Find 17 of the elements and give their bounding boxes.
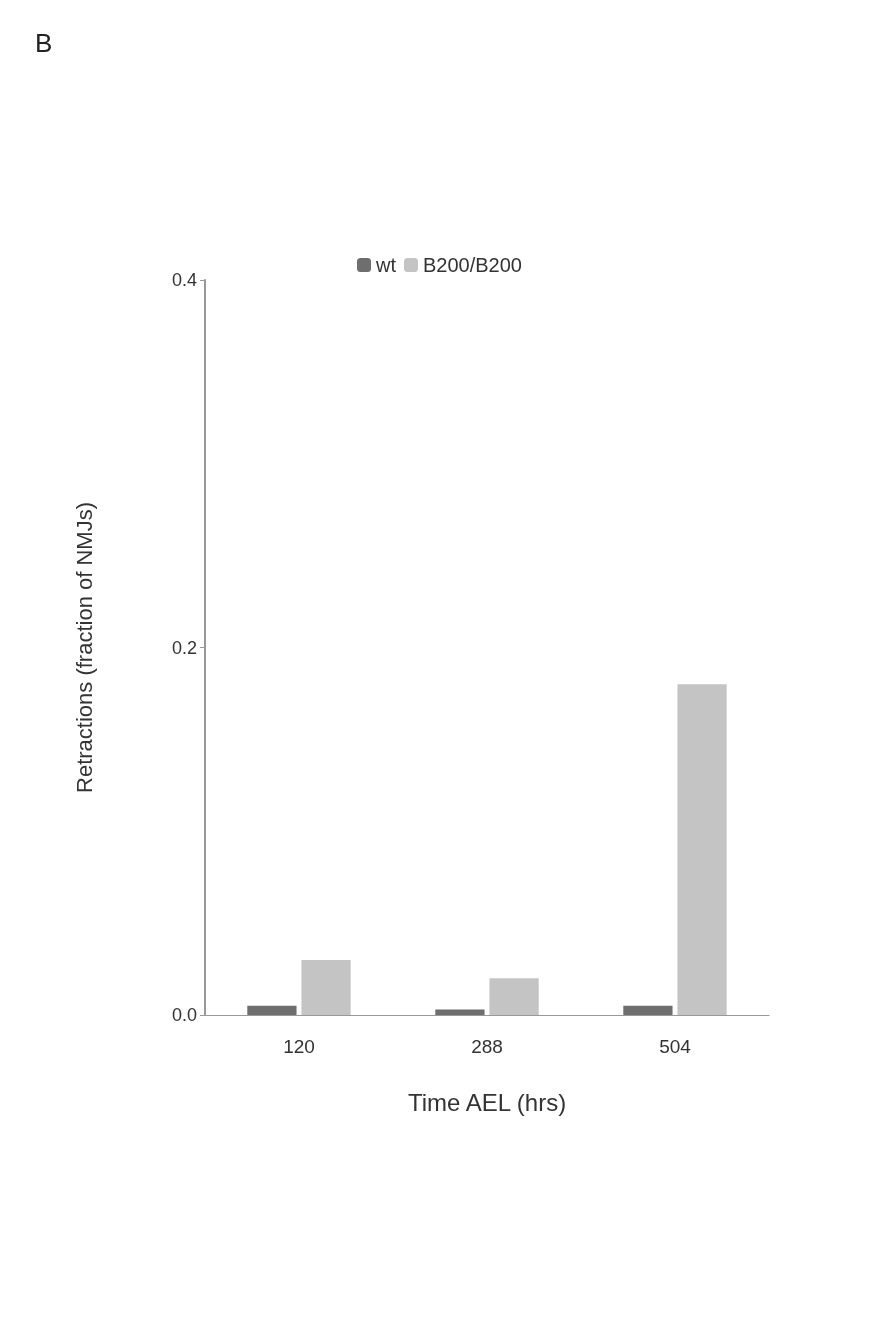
x-tick-label: 120: [283, 1036, 315, 1057]
bar: [435, 1009, 485, 1015]
y-tick-label: 0.0: [171, 1005, 197, 1025]
bar: [623, 1005, 673, 1015]
chart-title: B: [35, 28, 53, 58]
y-axis-title: Retractions (fraction of NMJs): [71, 502, 97, 793]
bar: [489, 978, 539, 1015]
bar: [301, 959, 351, 1015]
x-tick-label: 288: [471, 1036, 503, 1057]
x-tick-label: 504: [659, 1036, 692, 1057]
y-tick-label: 0.2: [171, 637, 197, 658]
legend-label: wt: [375, 254, 397, 276]
bar: [677, 684, 727, 1015]
legend-label: B200/B200: [423, 254, 522, 276]
y-tick-label: 0.4: [171, 270, 197, 290]
x-axis-title: Time AEL (hrs): [407, 1088, 567, 1116]
bar: [247, 1005, 297, 1015]
